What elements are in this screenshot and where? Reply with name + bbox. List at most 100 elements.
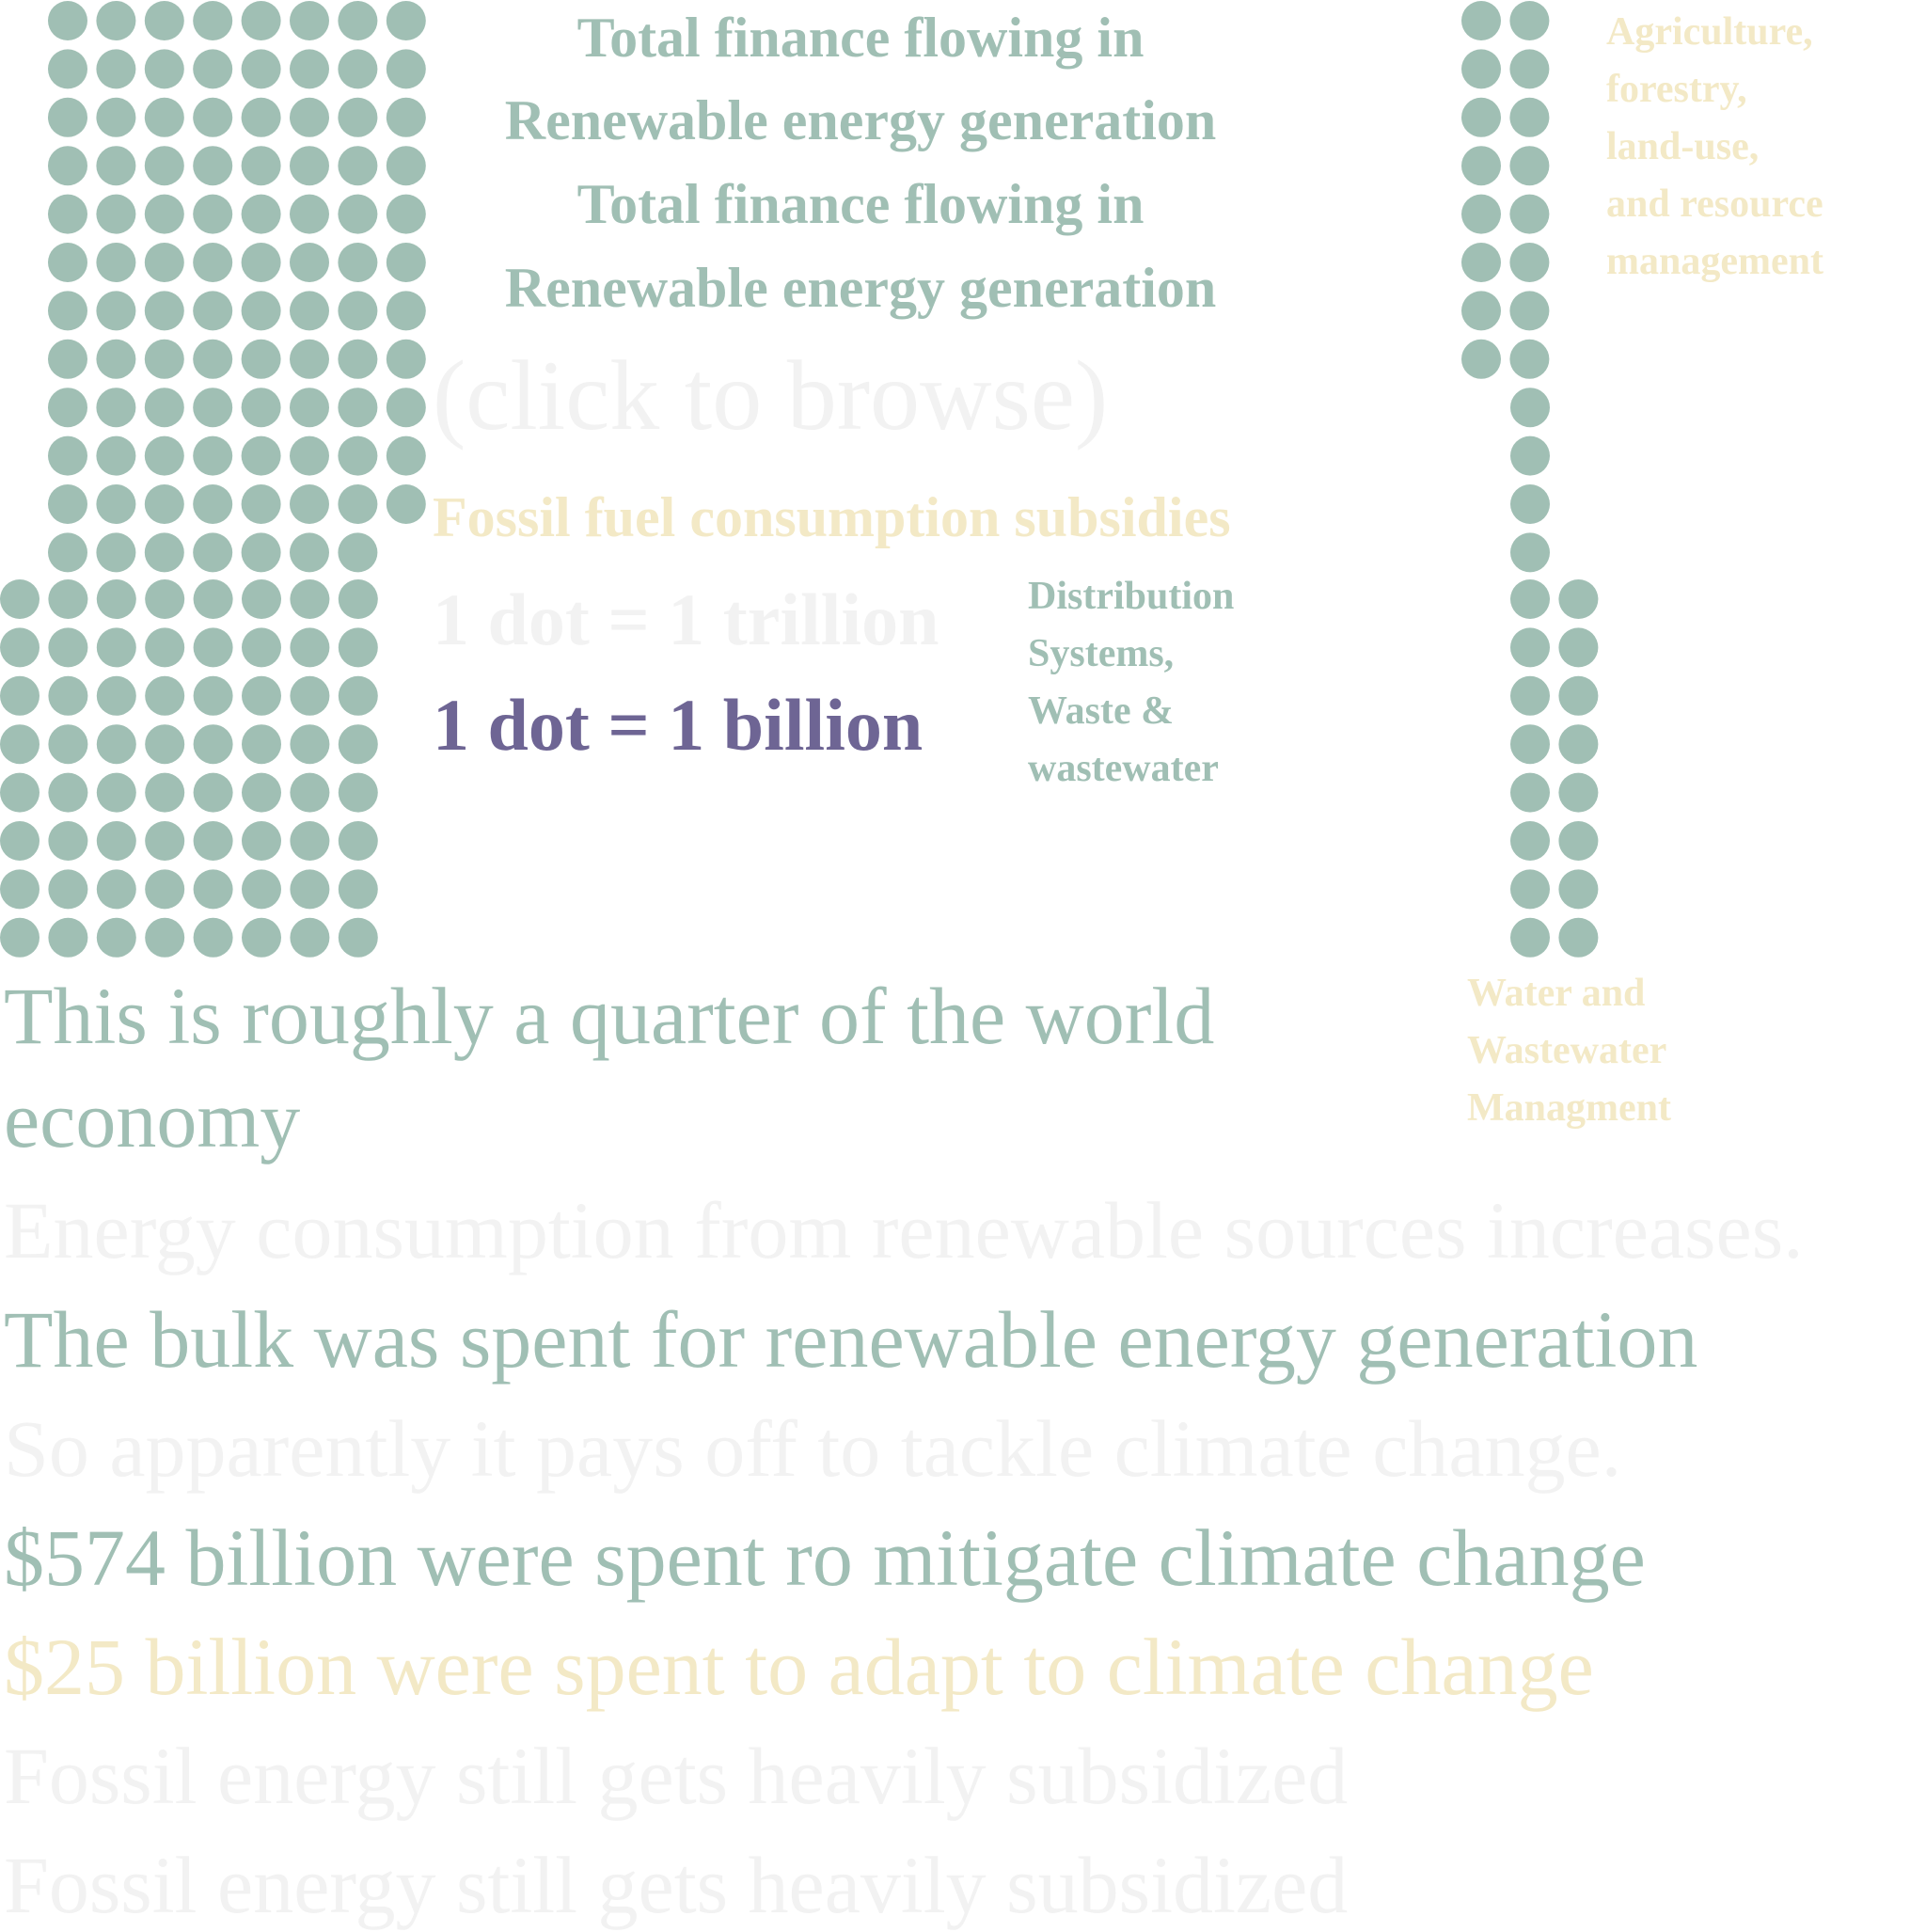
renewable-dot [144, 1, 184, 40]
heading-total-finance-1: Total finance flowing in [576, 7, 1145, 69]
renewable-dot [193, 49, 233, 89]
renewable-dot [386, 49, 426, 89]
renewable-dot [96, 627, 136, 668]
renewable-dot [242, 724, 281, 765]
renewable-dot [290, 1, 329, 40]
renewable-dot [96, 97, 136, 137]
water-wastewater-label: Water and Wastewater Managment [1467, 965, 1671, 1137]
renewable-dot [290, 435, 329, 476]
renewable-dot [193, 821, 233, 861]
distribution-systems-label: Distribution Systems, Waste & wastewater [1028, 568, 1234, 798]
renewable-dot [290, 724, 330, 765]
water-dot [1510, 724, 1550, 765]
renewable-dot [338, 532, 378, 573]
renewable-dot [386, 97, 426, 137]
renewable-dot [144, 146, 184, 186]
renewable-dot [145, 627, 185, 668]
renewable-dot [241, 388, 281, 428]
renewable-dot [193, 579, 233, 619]
renewable-dot [242, 869, 281, 910]
renewable-dot [290, 97, 329, 137]
water-dot [1510, 675, 1550, 716]
story-mitigate: $574 billion were spent ro mitigate clim… [4, 1512, 1646, 1603]
renewable-dot [241, 97, 281, 137]
renewable-dot [0, 772, 39, 813]
renewable-dot [193, 435, 233, 476]
agriculture-dot [1510, 435, 1550, 476]
renewable-dot [144, 532, 184, 573]
agriculture-label: Agriculture, forestry, land-use, and resour… [1606, 4, 1823, 291]
label-line: land-use, [1606, 125, 1760, 168]
renewable-dot [242, 675, 281, 716]
agriculture-dot [1509, 146, 1550, 186]
agriculture-dot [1509, 243, 1550, 282]
water-dot [1510, 579, 1550, 619]
renewable-dot [386, 388, 426, 428]
renewable-dot [290, 484, 329, 524]
renewable-dot [241, 146, 281, 186]
renewable-dot [96, 724, 136, 765]
renewable-dot [48, 724, 88, 765]
renewable-dot [241, 435, 281, 476]
renewable-dot [290, 146, 329, 186]
story-fossil-2: Fossil energy still gets heavily subsidi… [4, 1840, 1349, 1930]
renewable-dot [338, 146, 378, 186]
click-to-browse-link[interactable]: (click to browse) [433, 340, 1109, 451]
renewable-dot [338, 388, 378, 428]
renewable-dot [96, 243, 136, 282]
renewable-dot [145, 821, 185, 861]
story-energy-consumption: Energy consumption from renewable source… [4, 1185, 1804, 1275]
renewable-dot [48, 388, 87, 428]
renewable-dot [145, 724, 185, 765]
renewable-dot [241, 532, 281, 573]
renewable-dot [338, 291, 378, 331]
fossil-subsidies-label: Fossil fuel consumption subsidies [433, 486, 1231, 548]
renewable-dot [386, 291, 426, 331]
agriculture-dot [1510, 532, 1550, 573]
agriculture-dot [1461, 243, 1501, 282]
label-line: wastewater [1028, 747, 1219, 790]
renewable-dot [48, 675, 88, 716]
agriculture-dot [1509, 97, 1550, 137]
water-dot [1558, 675, 1599, 716]
renewable-dot [48, 821, 88, 861]
renewable-dot [48, 579, 88, 619]
renewable-dot [193, 243, 233, 282]
renewable-dot [144, 243, 184, 282]
scale-trillion-label: 1 dot = 1 trillion [433, 578, 939, 660]
renewable-dot [48, 291, 87, 331]
renewable-dot [193, 627, 233, 668]
renewable-dot [96, 194, 136, 234]
renewable-dot [386, 146, 426, 186]
story-quarter-line-2: economy [4, 1074, 301, 1164]
renewable-dot [290, 532, 329, 573]
renewable-dot [96, 869, 136, 910]
agriculture-dot [1461, 194, 1501, 234]
heading-total-finance-2: Total finance flowing in [576, 173, 1145, 235]
agriculture-dot [1461, 49, 1501, 89]
renewable-dot [144, 194, 184, 234]
renewable-dot [48, 532, 87, 573]
renewable-dot [145, 675, 185, 716]
renewable-dot [338, 869, 378, 910]
story-adapt: $25 billion were spent to adapt to clima… [4, 1622, 1594, 1712]
renewable-dot [48, 627, 88, 668]
renewable-dot [338, 675, 378, 716]
water-dot [1558, 917, 1599, 958]
renewable-dot [193, 532, 233, 573]
renewable-dot [0, 869, 39, 910]
renewable-dot [144, 97, 184, 137]
renewable-dot [338, 821, 378, 861]
renewable-dot [386, 194, 426, 234]
renewable-dot [241, 484, 281, 524]
renewable-dot [193, 146, 233, 186]
label-line: Waste & [1028, 689, 1175, 733]
renewable-dot [290, 821, 330, 861]
water-dot [1558, 579, 1599, 619]
label-line: forestry, [1606, 68, 1747, 111]
story-bulk-renewable: The bulk was spent for renewable energy … [4, 1294, 1698, 1385]
renewable-dot [242, 627, 281, 668]
renewable-dot [386, 339, 426, 379]
renewable-dot [193, 339, 233, 379]
renewable-dot [96, 1, 136, 40]
